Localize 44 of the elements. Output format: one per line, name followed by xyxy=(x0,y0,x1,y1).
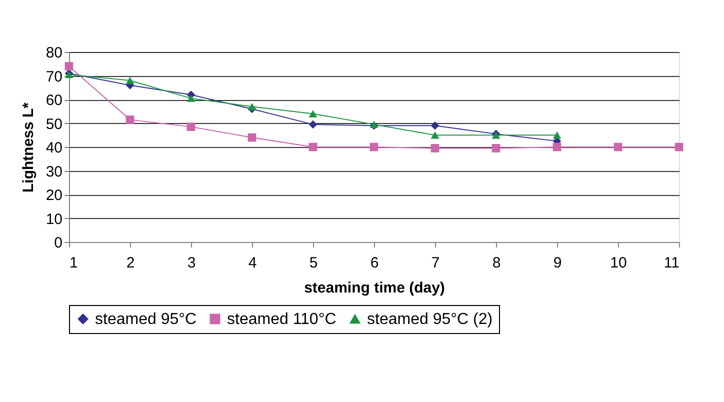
x-tick-label: 7 xyxy=(431,254,440,272)
x-tick-label: 5 xyxy=(309,254,318,272)
x-tick-label: 6 xyxy=(370,254,379,272)
point xyxy=(552,132,562,139)
legend-label: steamed 95°C (2) xyxy=(367,311,493,328)
x-tick-label: 4 xyxy=(248,254,257,272)
y-tick-label: 70 xyxy=(46,68,62,86)
point xyxy=(186,94,196,102)
y-tick-label: 50 xyxy=(46,116,62,133)
point xyxy=(614,142,622,152)
point xyxy=(248,133,256,142)
point xyxy=(248,103,256,110)
y-tick-label: 20 xyxy=(46,187,62,204)
point xyxy=(308,120,318,129)
x-tick-label: 9 xyxy=(553,254,562,272)
y-tick-label: 40 xyxy=(46,140,62,156)
point xyxy=(370,142,378,152)
y-axis-title: Lightness L* xyxy=(20,102,37,193)
point xyxy=(126,116,134,124)
x-tick-label: 1 xyxy=(70,254,78,272)
x-axis-title: steaming time (day) xyxy=(304,280,445,296)
point xyxy=(674,142,684,152)
point xyxy=(64,62,74,70)
x-tick-label: 11 xyxy=(664,254,680,272)
point xyxy=(308,142,318,152)
y-tick-label: 60 xyxy=(46,92,62,109)
x-tick-label: 10 xyxy=(610,254,627,272)
point xyxy=(552,142,562,152)
x-tick-label: 8 xyxy=(492,254,501,272)
point xyxy=(430,121,440,130)
point xyxy=(308,110,318,118)
legend-label: steamed 110°C xyxy=(227,311,336,328)
legend-label: steamed 95°C xyxy=(95,311,197,328)
point xyxy=(430,132,440,139)
point xyxy=(186,122,196,131)
y-tick-label: 10 xyxy=(46,210,62,228)
x-tick-label: 2 xyxy=(126,254,135,272)
y-tick-label: 80 xyxy=(46,44,62,62)
y-tick-label: 30 xyxy=(46,163,62,180)
y-tick-label: 0 xyxy=(54,234,62,252)
x-tick-label: 3 xyxy=(187,254,196,272)
point xyxy=(492,144,500,152)
point xyxy=(430,144,440,152)
point xyxy=(126,76,134,84)
